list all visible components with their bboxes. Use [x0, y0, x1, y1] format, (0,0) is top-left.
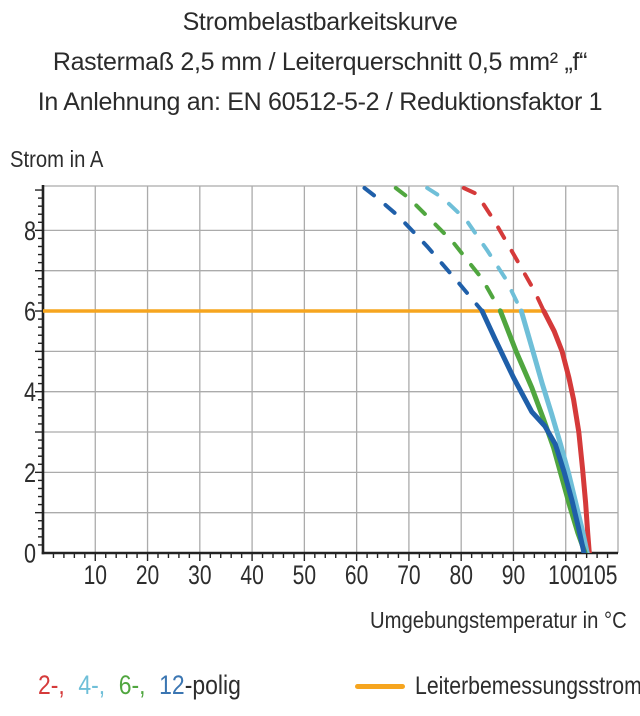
curve-dashed-6-polig: [393, 186, 503, 313]
curve-12-polig: [479, 308, 587, 553]
x-tick-label: 20: [136, 561, 159, 591]
rated-current-label: Leiterbemessungsstrom: [415, 672, 640, 700]
y-axis-title: Strom in A: [10, 146, 104, 172]
poles-legend: 2-, 4-, 6-, 12-polig: [38, 670, 241, 701]
x-tick-label: 40: [240, 561, 263, 591]
chart-title-block: Strombelastbarkeitskurve Rastermaß 2,5 m…: [0, 2, 640, 122]
curve-dashed-4-polig: [425, 186, 524, 313]
rated-current-line-swatch: [355, 684, 405, 689]
x-tick-label: 100: [548, 561, 583, 591]
curve-dashed-12-polig: [362, 186, 485, 313]
legend-pole-label: 4-,: [78, 670, 106, 700]
curve-4-polig: [518, 308, 590, 553]
x-tick-label: 80: [449, 561, 472, 591]
y-tick-label: 0: [24, 539, 36, 569]
x-axis-title: Umgebungstemperatur in °C: [370, 607, 627, 633]
x-tick-label: 30: [188, 561, 211, 591]
x-tick-label: 90: [502, 561, 525, 591]
y-tick-label: 2: [24, 459, 36, 489]
curve-2-polig: [541, 308, 592, 553]
chart-subtitle-2: In Anlehnung an: EN 60512-5-2 / Reduktio…: [37, 88, 603, 116]
x-tick-label: 50: [293, 561, 316, 591]
y-tick-label: 8: [24, 217, 36, 247]
chart-title: Strombelastbarkeitskurve: [182, 8, 458, 36]
x-tick-label: 70: [397, 561, 420, 591]
legend-pole-label: -polig: [184, 670, 241, 700]
legend-pole-label: 6-,: [118, 670, 146, 700]
x-tick-label: 105: [582, 561, 617, 591]
chart-subtitle-1: Rastermaß 2,5 mm / Leiterquerschnitt 0,5…: [52, 48, 588, 76]
legend-pole-label: 2-,: [38, 670, 65, 700]
rated-current-legend: Leiterbemessungsstrom: [355, 672, 640, 701]
y-tick-label: 4: [24, 378, 36, 408]
x-tick-label: 60: [345, 561, 368, 591]
legend-pole-label: 12: [159, 670, 185, 700]
y-tick-label: 6: [24, 297, 36, 327]
x-tick-label: 10: [84, 561, 107, 591]
curve-dashed-2-polig: [461, 186, 546, 313]
